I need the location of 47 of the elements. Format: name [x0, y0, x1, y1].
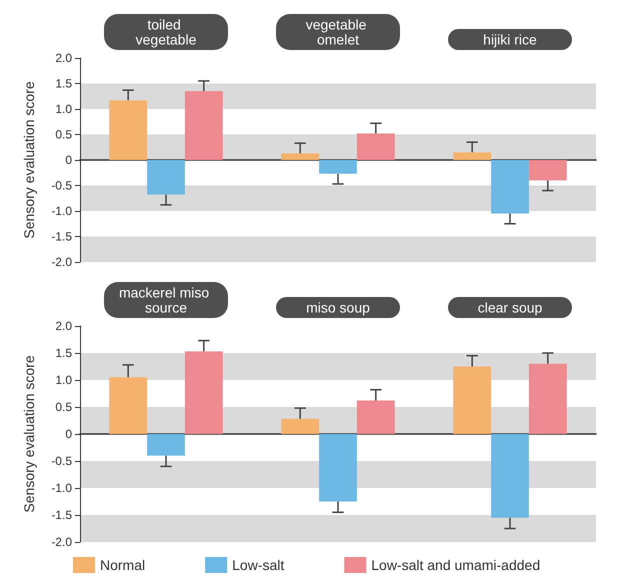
y-tick-label: -1.5: [51, 508, 72, 522]
y-tick-label: 2.0: [55, 319, 72, 333]
bar: [281, 418, 320, 434]
y-tick-label: 1.5: [55, 346, 72, 360]
y-axis-title: Sensory evaluation score: [21, 355, 37, 513]
x-tick-label: vegetable omelet: [306, 16, 370, 48]
x-tick-label: miso soup: [306, 300, 370, 316]
y-tick-label: 0.5: [55, 400, 72, 414]
legend-label: Normal: [100, 557, 146, 573]
bar: [528, 160, 567, 180]
legend-label: Low-salt: [232, 557, 284, 573]
bar: [491, 160, 529, 214]
bar: [453, 366, 492, 434]
y-tick-label: -1.5: [51, 230, 72, 244]
bar: [356, 400, 395, 434]
bar: [147, 160, 185, 195]
bar: [319, 434, 357, 502]
bar: [491, 434, 529, 518]
y-tick-label: -1.0: [51, 204, 72, 218]
y-tick-label: 1.0: [55, 102, 72, 116]
bar: [184, 351, 223, 434]
bar: [319, 160, 357, 174]
y-tick-label: 2.0: [55, 51, 72, 65]
y-tick-label: 1.5: [55, 76, 72, 90]
y-tick-label: -2.0: [51, 535, 72, 549]
bar: [147, 434, 185, 456]
x-tick-label: toiled vegetable: [136, 16, 197, 48]
y-axis-title: Sensory evaluation score: [21, 81, 37, 239]
legend-label: Low-salt and umami-added: [371, 557, 540, 573]
y-tick-label: -0.5: [51, 454, 72, 468]
bar: [109, 100, 148, 160]
bar: [356, 133, 395, 160]
y-tick-label: -1.0: [51, 481, 72, 495]
bar: [109, 377, 148, 434]
bar: [453, 152, 492, 160]
y-tick-label: -0.5: [51, 178, 72, 192]
bar: [281, 153, 320, 160]
y-tick-label: 1.0: [55, 373, 72, 387]
y-tick-label: 0: [65, 153, 72, 167]
x-tick-label: mackerel miso source: [118, 284, 214, 316]
x-tick-label: clear soup: [478, 300, 543, 316]
y-tick-label: 0: [65, 427, 72, 441]
y-tick-label: -2.0: [51, 255, 72, 269]
bar: [528, 364, 567, 434]
y-tick-label: 0.5: [55, 128, 72, 142]
bar: [184, 91, 223, 160]
x-tick-label: hijiki rice: [483, 32, 538, 48]
